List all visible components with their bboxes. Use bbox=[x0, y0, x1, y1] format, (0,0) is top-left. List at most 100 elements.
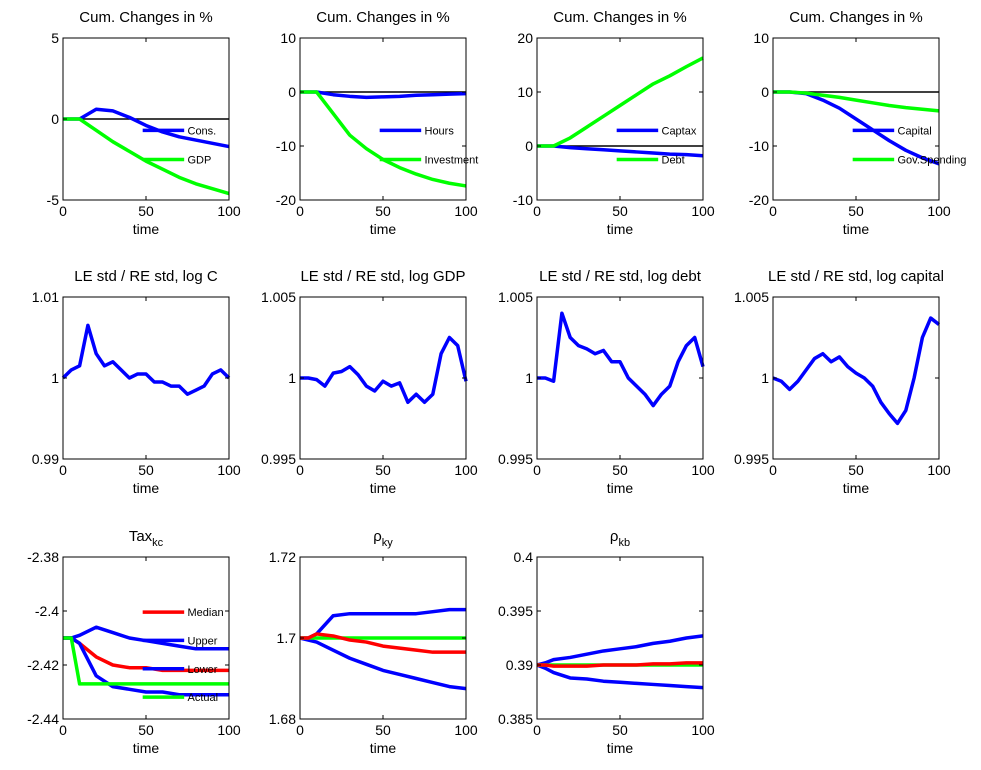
x-tick-label: 50 bbox=[375, 203, 391, 219]
y-tick-label: 10 bbox=[280, 30, 296, 46]
series-line bbox=[63, 625, 229, 651]
series-line bbox=[300, 90, 467, 100]
x-tick-label: 100 bbox=[454, 203, 478, 219]
y-tick-label: 1.005 bbox=[734, 289, 769, 305]
y-tick-label: -2.44 bbox=[27, 711, 59, 727]
y-tick-label: -10 bbox=[276, 138, 296, 154]
x-tick-label: 0 bbox=[533, 203, 541, 219]
chart-title: LE std / RE std, log C bbox=[74, 268, 218, 285]
y-tick-label: 1 bbox=[761, 370, 769, 386]
y-tick-label: 0.99 bbox=[32, 451, 59, 467]
series-line bbox=[63, 107, 230, 149]
chart-title: ρkb bbox=[610, 528, 630, 549]
legend-label: Captax bbox=[662, 125, 697, 137]
chart-title: Cum. Changes in % bbox=[316, 9, 449, 26]
y-tick-label: 1.72 bbox=[269, 549, 296, 565]
legend-label: Actual bbox=[188, 692, 219, 704]
y-tick-label: 1 bbox=[525, 370, 533, 386]
y-tick-label: -2.38 bbox=[27, 549, 59, 565]
x-tick-label: 100 bbox=[454, 462, 478, 478]
x-axis-label: time bbox=[370, 221, 397, 237]
y-tick-label: 1.7 bbox=[277, 630, 297, 646]
series-line bbox=[537, 144, 704, 158]
title-text: Cum. Changes in % bbox=[316, 9, 449, 26]
y-tick-label: 0 bbox=[525, 138, 533, 154]
y-tick-label: -2.42 bbox=[27, 657, 59, 673]
title-text: LE std / RE std, log GDP bbox=[300, 268, 465, 285]
x-tick-label: 100 bbox=[217, 722, 241, 738]
chart-title: LE std / RE std, log GDP bbox=[300, 268, 465, 285]
y-tick-label: 0 bbox=[761, 84, 769, 100]
title-text: ρ bbox=[373, 528, 382, 545]
legend-label: Hours bbox=[425, 125, 455, 137]
legend-label: Upper bbox=[188, 635, 218, 647]
y-tick-label: 0.395 bbox=[498, 603, 533, 619]
chart-title: Cum. Changes in % bbox=[553, 9, 686, 26]
x-axis-label: time bbox=[843, 221, 870, 237]
y-tick-label: 1.68 bbox=[269, 711, 296, 727]
x-tick-label: 50 bbox=[375, 462, 391, 478]
x-axis-label: time bbox=[133, 740, 160, 756]
y-tick-label: -2.4 bbox=[35, 603, 59, 619]
y-tick-label: 10 bbox=[517, 84, 533, 100]
x-axis-label: time bbox=[370, 740, 397, 756]
y-tick-label: 1.005 bbox=[261, 289, 296, 305]
x-axis-label: time bbox=[607, 480, 634, 496]
x-tick-label: 100 bbox=[927, 462, 951, 478]
title-subscript: kc bbox=[152, 537, 164, 549]
x-tick-label: 50 bbox=[138, 203, 154, 219]
x-axis-label: time bbox=[607, 740, 634, 756]
series-line bbox=[536, 634, 704, 667]
title-text: Cum. Changes in % bbox=[553, 9, 686, 26]
x-tick-label: 100 bbox=[691, 462, 715, 478]
legend-label: Lower bbox=[188, 664, 218, 676]
x-tick-label: 100 bbox=[217, 462, 241, 478]
y-tick-label: 0 bbox=[51, 111, 59, 127]
x-axis-label: time bbox=[133, 480, 160, 496]
y-tick-label: 0.995 bbox=[498, 451, 533, 467]
series-line bbox=[300, 335, 468, 405]
x-tick-label: 50 bbox=[848, 203, 864, 219]
y-tick-label: 5 bbox=[51, 30, 59, 46]
chart-title: LE std / RE std, log debt bbox=[539, 268, 702, 285]
x-tick-label: 0 bbox=[769, 462, 777, 478]
chart-title: ρky bbox=[373, 528, 393, 549]
series-line bbox=[772, 316, 941, 426]
title-text: LE std / RE std, log capital bbox=[768, 268, 944, 285]
x-tick-label: 50 bbox=[612, 722, 628, 738]
chart-title: LE std / RE std, log capital bbox=[768, 268, 944, 285]
series-line bbox=[773, 90, 940, 113]
series-line bbox=[63, 636, 229, 697]
legend-label: Cons. bbox=[188, 125, 217, 137]
chart-title: Cum. Changes in % bbox=[789, 9, 922, 26]
legend-label: Capital bbox=[898, 125, 932, 137]
chart-title: Cum. Changes in % bbox=[79, 9, 212, 26]
x-tick-label: 0 bbox=[296, 722, 304, 738]
title-text: LE std / RE std, log debt bbox=[539, 268, 702, 285]
title-text: ρ bbox=[610, 528, 619, 545]
series-line bbox=[536, 663, 704, 690]
legend-label: GDP bbox=[188, 155, 212, 167]
series-line bbox=[537, 661, 703, 668]
x-tick-label: 100 bbox=[217, 203, 241, 219]
series-line bbox=[300, 632, 466, 654]
x-tick-label: 50 bbox=[612, 203, 628, 219]
y-tick-label: -20 bbox=[276, 192, 296, 208]
x-tick-label: 0 bbox=[296, 203, 304, 219]
y-tick-label: -20 bbox=[749, 192, 769, 208]
x-tick-label: 100 bbox=[691, 722, 715, 738]
title-text: Cum. Changes in % bbox=[79, 9, 212, 26]
y-tick-label: 1.01 bbox=[32, 289, 59, 305]
y-tick-label: 10 bbox=[753, 30, 769, 46]
y-tick-label: 0.4 bbox=[514, 549, 534, 565]
title-subscript: ky bbox=[382, 537, 394, 549]
legend-label: Gov.Spending bbox=[898, 155, 967, 167]
plot-area bbox=[300, 297, 466, 459]
y-tick-label: 0.385 bbox=[498, 711, 533, 727]
x-tick-label: 0 bbox=[533, 462, 541, 478]
plot-area bbox=[537, 557, 703, 719]
title-text: Tax bbox=[129, 528, 153, 545]
series-line bbox=[61, 323, 231, 396]
